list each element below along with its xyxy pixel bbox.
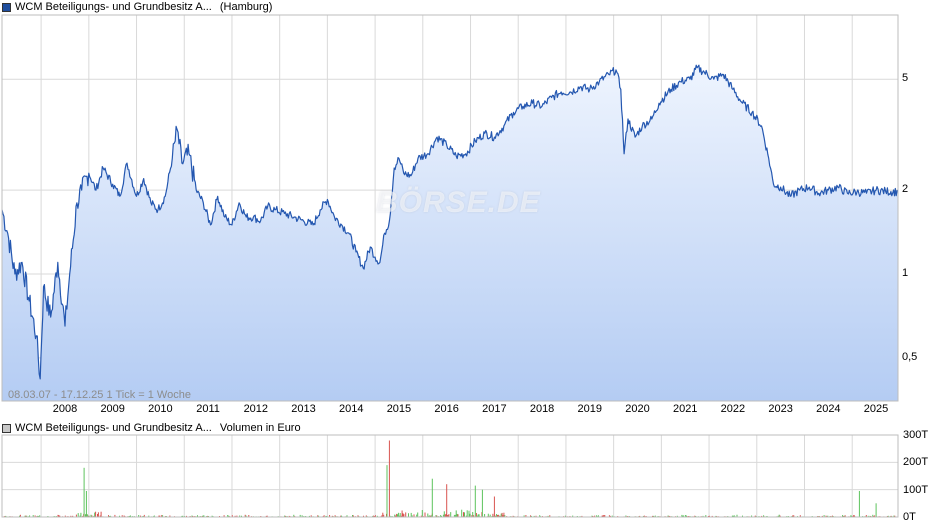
watermark-logo: BÖRSE.DE [376,186,541,219]
year-axis-tick-label: 2023 [768,403,793,415]
year-axis-tick-label: 2008 [52,403,78,415]
price-area-fill [2,65,898,401]
date-range-label: 08.03.07 - 17.12.25 1 Tick = 1 Woche [8,389,191,401]
price-axis-tick-label: 5 [902,72,909,85]
year-axis-tick-label: 2010 [148,403,173,415]
price-series-swatch [2,2,11,12]
volume-legend-title: WCM Beteiligungs- und Grundbesitz A... [15,422,212,434]
volume-axis-tick-label: 200T [903,456,929,469]
year-axis-tick-label: 2024 [816,403,841,415]
price-legend-title: WCM Beteiligungs- und Grundbesitz A... [15,1,212,13]
price-legend-exchange: (Hamburg) [219,1,273,13]
price-series-line [1,64,899,380]
volume-axis-tick-label: 0T [903,511,916,523]
volume-series-swatch [2,423,11,433]
year-axis-tick-label: 2017 [482,403,507,415]
year-axis-tick-label: 2019 [577,403,603,415]
year-axis-tick-label: 2011 [196,403,220,415]
year-axis-tick-label: 2025 [863,403,889,415]
year-axis-tick-label: 2013 [291,403,316,415]
volume-axis-tick-label: 300T [903,429,929,441]
volume-legend: WCM Beteiligungs- und Grundbesitz A... V… [2,421,301,435]
year-axis-tick-label: 2016 [434,403,459,415]
year-axis-tick-label: 2012 [243,403,269,415]
year-axis-tick-label: 2009 [100,403,125,415]
price-legend: WCM Beteiligungs- und Grundbesitz A... (… [2,0,272,14]
price-axis-tick-label: 1 [902,266,909,279]
volume-axis-tick-label: 100T [903,483,929,496]
year-axis-tick-label: 2022 [720,403,746,415]
volume-legend-label: Volumen in Euro [219,422,301,434]
volume-plot-frame [1,434,899,518]
price-axis-tick-label: 0,5 [902,350,918,363]
year-axis-tick-label: 2018 [529,403,555,415]
year-axis-tick-label: 2021 [672,403,698,415]
price-plot-frame [1,14,899,402]
year-axis-tick-label: 2020 [625,403,650,415]
year-axis-tick-label: 2014 [338,403,364,415]
year-axis-tick-label: 2015 [386,403,412,415]
price-axis-tick-label: 2 [902,183,909,196]
